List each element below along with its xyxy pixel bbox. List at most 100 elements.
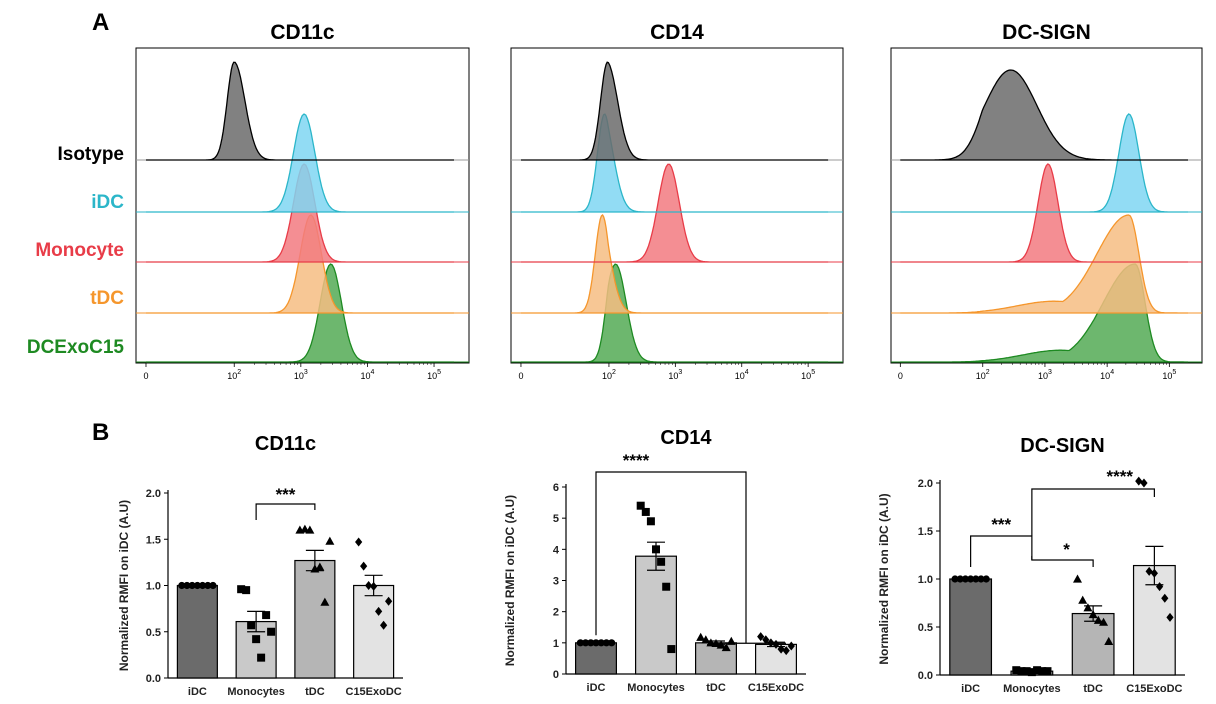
y-tick-label: 4 — [553, 544, 560, 556]
bar-tdc — [294, 559, 336, 679]
data-point — [972, 575, 980, 583]
histogram-curve-isotype — [900, 69, 1188, 161]
data-point — [1104, 636, 1114, 645]
data-point — [1012, 666, 1021, 675]
data-point — [777, 644, 785, 654]
data-point — [242, 586, 251, 595]
data-point — [365, 581, 373, 590]
significance-label: * — [1063, 540, 1070, 559]
significance-label: *** — [991, 515, 1011, 534]
histogram-x-tick-label: 105 — [1162, 369, 1176, 381]
bar-idc — [949, 578, 993, 676]
significance-bracket — [255, 503, 316, 520]
histogram-frame — [135, 47, 470, 364]
data-point — [662, 582, 671, 591]
data-point — [188, 581, 196, 590]
bar-monocytes — [634, 555, 677, 675]
histogram-curve-idc — [146, 113, 454, 213]
histogram-x-tick-label: 104 — [360, 369, 374, 381]
y-tick-label: 0.0 — [146, 673, 161, 685]
bar-chart-y-label: Normalized RMFI on iDC (A.U) — [117, 500, 131, 671]
x-tick-label: C15ExoDC — [346, 686, 402, 698]
data-point — [762, 635, 770, 645]
data-point — [961, 575, 970, 583]
data-point — [183, 581, 191, 590]
bar-chart-title: CD11c — [255, 433, 316, 455]
data-point — [582, 639, 590, 647]
histogram-curve-idc — [900, 113, 1188, 213]
data-point — [1038, 667, 1047, 676]
data-point — [252, 635, 261, 644]
y-tick-label: 0.5 — [918, 622, 933, 634]
data-point — [1155, 582, 1164, 592]
histogram-x-tick-label: 103 — [668, 369, 682, 381]
bar-chart-title: CD14 — [660, 427, 712, 449]
sample-label-tdc: tDC — [90, 288, 124, 309]
x-tick-label: C15ExoDC — [748, 682, 804, 694]
data-point — [696, 632, 706, 641]
data-point — [1088, 610, 1098, 619]
data-point — [257, 653, 266, 662]
data-point — [375, 606, 383, 616]
data-point — [320, 597, 330, 606]
significance-label: *** — [276, 485, 296, 504]
histogram-title: CD14 — [650, 21, 704, 44]
sample-label-isotype: Isotype — [57, 144, 124, 165]
data-point — [1078, 595, 1088, 604]
data-point — [209, 581, 217, 590]
data-point — [370, 581, 378, 591]
data-point — [198, 581, 207, 590]
y-tick-label: 2.0 — [146, 488, 161, 500]
x-tick-label: tDC — [305, 686, 325, 698]
data-point — [646, 517, 655, 526]
data-point — [982, 575, 990, 583]
y-tick-label: 1.0 — [146, 581, 161, 593]
bar-chart-y-label: Normalized RMFI on iDC (A.U) — [877, 493, 891, 664]
data-point — [782, 646, 790, 656]
data-point — [1150, 568, 1158, 578]
data-point — [657, 557, 666, 566]
data-point — [701, 635, 711, 644]
data-point — [636, 501, 645, 510]
histogram-x-tick-label: 105 — [427, 369, 441, 381]
significance-bracket — [970, 535, 1033, 567]
data-point — [956, 575, 964, 583]
data-point — [193, 581, 201, 590]
data-point — [247, 621, 256, 630]
data-point — [237, 585, 246, 594]
bar-chart-y-label: Normalized RMFI on iDC (A.U) — [503, 495, 517, 666]
y-tick-label: 1 — [553, 638, 559, 650]
data-point — [1033, 666, 1042, 675]
histogram-x-tick-label: 0 — [143, 371, 148, 381]
bar-chart-cd14: CD14 Normalized RMFI on iDC (A.U) 0 1 2 3 4 5 6 i… — [503, 427, 806, 694]
data-point — [1043, 667, 1052, 676]
histogram-x-tick-label: 104 — [1100, 369, 1114, 381]
histogram-x-tick-label: 0 — [898, 371, 903, 381]
sample-label-monocyte: Monocyte — [35, 240, 124, 261]
data-point — [1166, 612, 1174, 622]
data-point — [641, 507, 650, 516]
histogram-title: DC-SIGN — [1002, 21, 1091, 44]
histogram-dc-sign: DC-SIGN 0 102 103 104 105 — [890, 21, 1203, 381]
data-point — [1017, 667, 1026, 676]
significance-bracket — [595, 471, 747, 644]
data-point — [1099, 617, 1109, 626]
data-point — [355, 537, 363, 547]
data-point — [1073, 574, 1083, 583]
x-tick-label: tDC — [1083, 683, 1103, 695]
data-point — [951, 575, 959, 583]
histogram-title: CD11c — [270, 21, 335, 44]
data-point — [262, 611, 271, 620]
data-point — [787, 641, 795, 651]
data-point — [667, 645, 676, 654]
y-tick-label: 3 — [553, 576, 559, 588]
data-point — [772, 639, 780, 649]
histogram-cd11c: CD11c 0 102 103 104 105 — [135, 21, 470, 381]
data-point — [267, 627, 276, 636]
y-tick-label: 5 — [553, 513, 559, 525]
data-point — [1135, 476, 1143, 486]
x-tick-label: tDC — [706, 682, 726, 694]
x-tick-label: iDC — [961, 683, 980, 695]
bar-c15exodc — [754, 643, 797, 675]
data-point — [1145, 566, 1153, 576]
